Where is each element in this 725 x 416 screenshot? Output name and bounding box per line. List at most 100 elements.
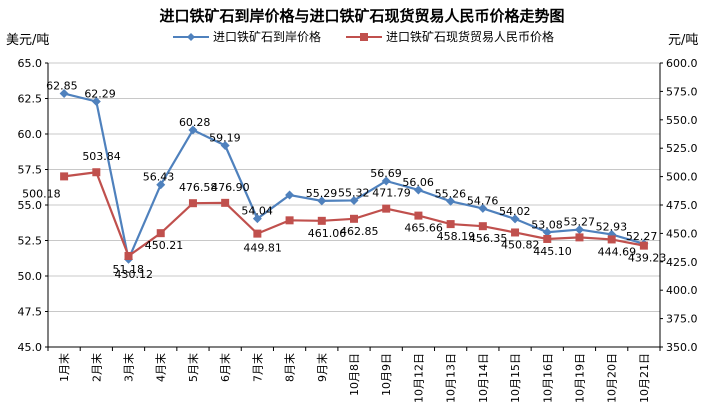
left-tick-label: 50.0 <box>18 270 43 283</box>
series-1-point <box>59 89 69 99</box>
series-1-point <box>156 180 166 190</box>
right-tick-label: 600.0 <box>666 57 698 70</box>
series-1-data-label: 62.85 <box>46 80 78 93</box>
axes: 45.0 47.5 50.0 52.5 55.0 57.5 60.0 62.5 65.0 350.… <box>18 57 698 403</box>
series-2-point <box>511 228 520 237</box>
series-1-data-label: 52.93 <box>596 220 628 233</box>
series-2-data-label: 456.35 <box>469 232 508 245</box>
series-2-point <box>478 222 487 231</box>
x-tick-label: 10月16日 <box>541 353 554 403</box>
right-tick-label: 375.0 <box>666 313 698 326</box>
x-tick-label: 10月20日 <box>606 353 619 403</box>
left-tick-label: 55.0 <box>18 199 43 212</box>
x-tick-label: 10月14日 <box>477 353 490 403</box>
x-tick-label: 10月13日 <box>445 353 458 403</box>
x-tick-label: 10月19日 <box>573 353 586 403</box>
series-1-data-label: 51.18 <box>113 263 144 276</box>
left-tick-label: 57.5 <box>18 164 43 177</box>
series-2-point <box>92 168 101 177</box>
series-1-data-label: 55.32 <box>338 186 370 199</box>
series-2-data-label: 500.18 <box>22 187 61 200</box>
series-1-data-label: 54.76 <box>467 194 499 207</box>
series-1-data-label: 56.69 <box>370 167 402 180</box>
x-tick-label: 6月末 <box>218 353 232 382</box>
series-1-data-label: 55.26 <box>435 187 467 200</box>
series-2-data-label: 430.12 <box>115 268 153 281</box>
x-tick-label: 10月12日 <box>412 353 425 403</box>
x-tick-label: 10月15日 <box>509 353 522 403</box>
left-axis-unit: 美元/吨 <box>6 33 49 48</box>
left-tick-label: 65.0 <box>18 57 43 70</box>
series-2-point <box>285 216 294 225</box>
series-1-data-label: 53.08 <box>531 218 563 231</box>
series-2-data-label: 503.84 <box>82 150 121 163</box>
right-tick-label: 500.0 <box>666 171 698 184</box>
series-1-point <box>413 185 423 195</box>
series-1-point <box>349 195 359 205</box>
series-1-data-label: 56.43 <box>143 171 175 184</box>
series-1-data-label: 52.27 <box>626 230 658 243</box>
legend-marker-1 <box>187 33 195 41</box>
series-1-point <box>542 227 552 237</box>
series-2-point <box>253 229 262 238</box>
series-2-point <box>124 251 133 260</box>
grid <box>48 62 660 348</box>
left-tick-label: 62.5 <box>18 93 43 106</box>
series-1-data-label: 56.06 <box>402 176 434 189</box>
x-tick-label: 2月末 <box>89 353 103 382</box>
series-2-point <box>607 235 616 244</box>
series-2-point <box>446 220 455 229</box>
series-1-point <box>478 203 488 213</box>
right-axis-unit: 元/吨 <box>668 33 698 48</box>
left-tick-label: 45.0 <box>18 341 43 354</box>
series-1-point <box>91 96 101 106</box>
series-2-point <box>350 214 358 223</box>
series-2-point <box>221 198 230 207</box>
x-tick-label: 10月21日 <box>638 353 651 403</box>
x-tick-label: 1月末 <box>57 353 71 382</box>
data-labels: 62.85 62.29 51.18 56.43 60.28 59.19 54.04 55.29… <box>22 80 666 281</box>
series-1-data-label: 59.19 <box>209 132 241 145</box>
series-2-point <box>60 172 69 181</box>
series-1-data-label: 54.04 <box>241 205 272 218</box>
legend: 进口铁矿石到岸价格 进口铁矿石现货贸易人民币价格 <box>173 29 554 44</box>
series-2-data-label: 450.82 <box>501 238 539 251</box>
series-2-point <box>414 211 423 220</box>
right-tick-label: 350.0 <box>666 341 698 354</box>
series-2-data-label: 476.90 <box>211 181 250 194</box>
left-tick-label: 52.5 <box>18 235 43 248</box>
x-tick-label: 10月8日 <box>348 353 361 396</box>
series-1-point <box>510 214 520 224</box>
x-tick-label: 4月末 <box>154 353 168 382</box>
series-2-point <box>188 199 197 208</box>
series-2-data-label: 450.21 <box>145 239 184 252</box>
series-1-data-label: 55.29 <box>306 187 338 200</box>
right-tick-label: 425.0 <box>666 256 698 269</box>
series-2-data-label: 476.58 <box>179 181 218 194</box>
legend-label-1: 进口铁矿石到岸价格 <box>213 29 321 44</box>
series-1-data-label: 60.28 <box>179 116 211 129</box>
series-1-point <box>252 214 262 224</box>
series-2-point <box>543 234 552 243</box>
chart-title: 进口铁矿石到岸价格与进口铁矿石现货贸易人民币价格走势图 <box>159 7 564 25</box>
right-tick-label: 575.0 <box>666 85 698 98</box>
series-2-point <box>639 241 648 250</box>
series-1-point <box>188 125 198 135</box>
series-1-point <box>574 225 584 235</box>
series-2-data-label: 461.06 <box>308 227 347 240</box>
series-2-data-label: 471.79 <box>372 187 411 200</box>
x-tick-label: 8月末 <box>283 353 297 382</box>
series-2-data-label: 458.19 <box>437 230 476 243</box>
x-tick-label: 9月末 <box>315 353 329 382</box>
series-1-data-label: 53.27 <box>563 216 595 229</box>
series-1-point <box>381 176 391 186</box>
x-tick-label: 7月末 <box>250 353 264 382</box>
series <box>59 89 649 264</box>
series-2-data-label: 462.85 <box>340 225 379 238</box>
series-2-point <box>575 233 584 242</box>
series-1-data-label: 54.02 <box>499 205 530 218</box>
series-2-point <box>317 216 326 225</box>
series-1-point <box>220 141 230 151</box>
right-tick-label: 400.0 <box>666 284 698 297</box>
